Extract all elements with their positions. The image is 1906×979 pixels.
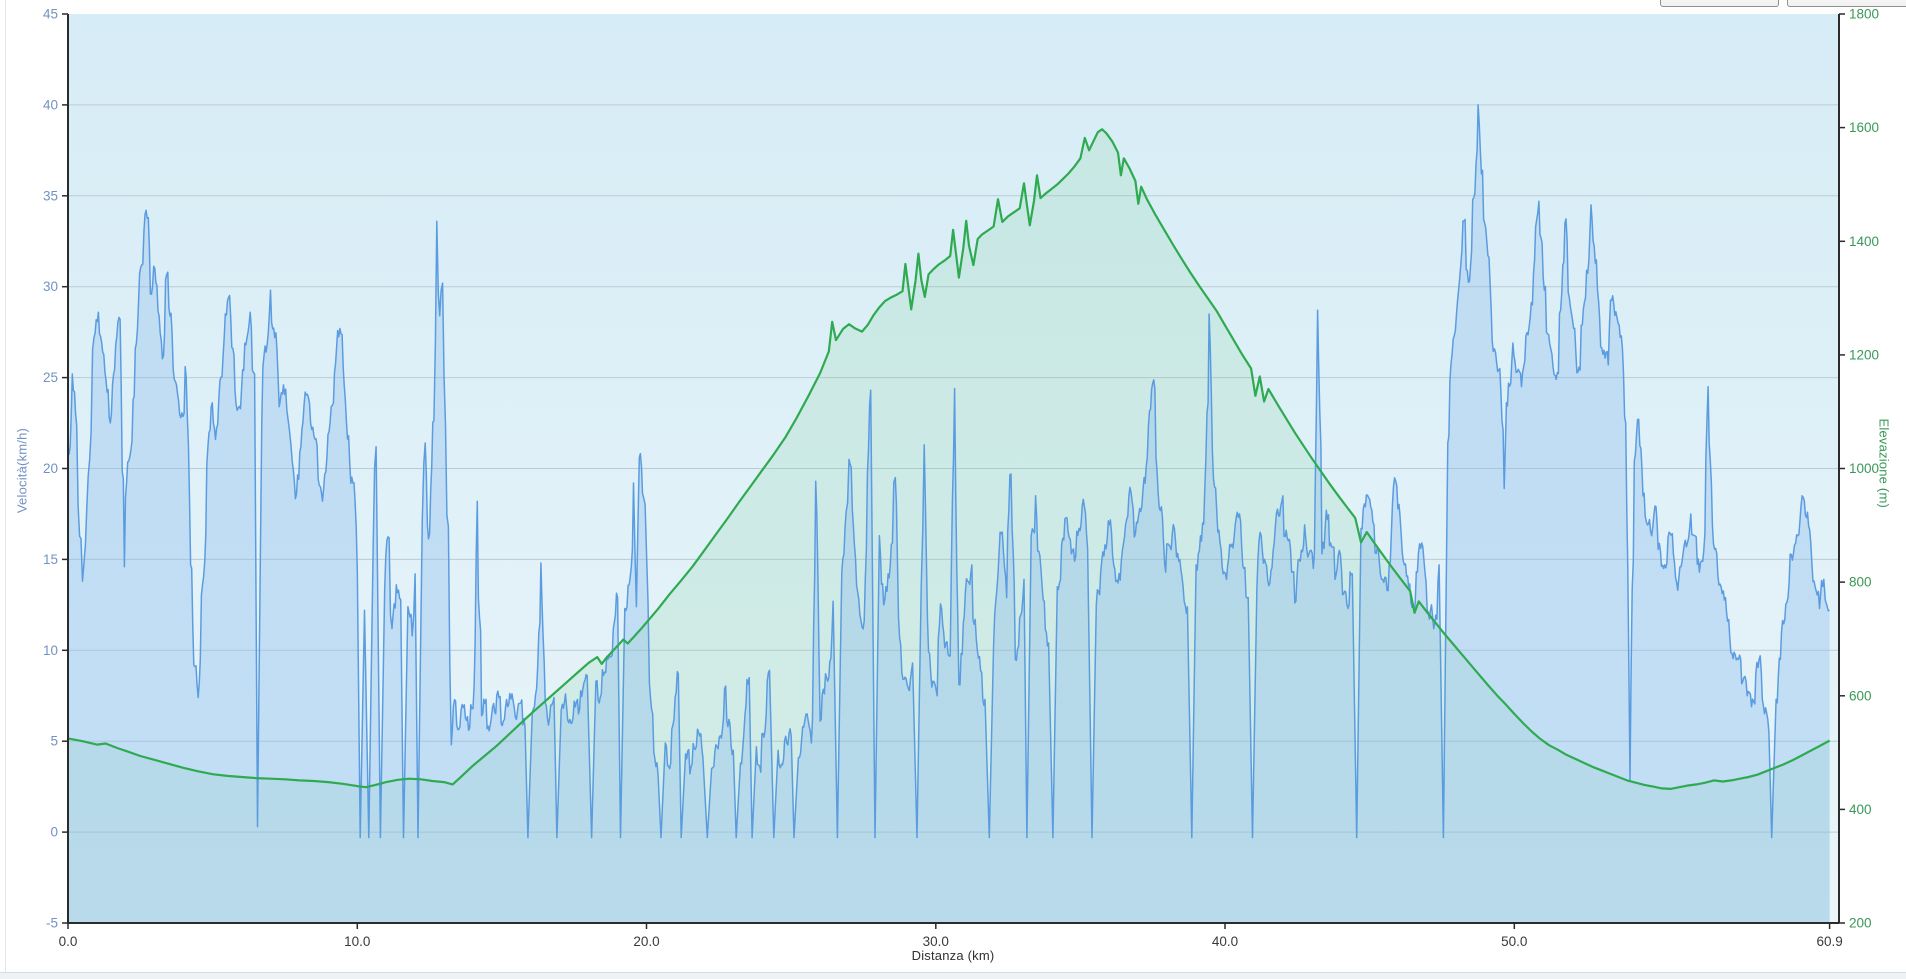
y-axis-right: 1800 1600 1400 1200 1000 800 600 400 200 (1839, 7, 1879, 931)
svg-text:15: 15 (43, 552, 58, 567)
svg-text:10.0: 10.0 (344, 934, 370, 949)
svg-text:20: 20 (43, 461, 58, 476)
svg-text:25: 25 (43, 370, 58, 385)
svg-text:35: 35 (43, 188, 58, 203)
y-axis-title-left: Velocità(km/h) (14, 427, 30, 514)
y-axis-title-right: Elevazione (m) (1876, 418, 1892, 509)
svg-text:600: 600 (1849, 688, 1872, 703)
toolbar-button-1[interactable] (1660, 0, 1779, 7)
speed-area (68, 104, 1830, 923)
svg-text:-5: -5 (46, 916, 58, 931)
svg-text:1400: 1400 (1849, 234, 1879, 249)
svg-text:1000: 1000 (1849, 461, 1879, 476)
speed-line (68, 104, 1830, 839)
svg-text:50.0: 50.0 (1501, 934, 1527, 949)
svg-text:5: 5 (50, 734, 58, 749)
svg-text:60.9: 60.9 (1816, 934, 1842, 949)
svg-text:0.0: 0.0 (59, 934, 78, 949)
x-axis-title: Distanza (km) (911, 948, 995, 963)
svg-text:30.0: 30.0 (923, 934, 949, 949)
svg-text:45: 45 (43, 7, 58, 22)
svg-text:30: 30 (43, 279, 58, 294)
svg-text:0: 0 (50, 825, 58, 840)
svg-text:1600: 1600 (1849, 120, 1879, 135)
svg-text:1800: 1800 (1849, 7, 1879, 22)
svg-text:10: 10 (43, 643, 58, 658)
svg-text:200: 200 (1849, 916, 1872, 931)
svg-text:1200: 1200 (1849, 347, 1879, 362)
toolbar-button-2[interactable] (1787, 0, 1906, 7)
svg-text:40: 40 (43, 97, 58, 112)
x-axis: 0.0 10.0 20.0 30.0 40.0 50.0 60.9 (59, 923, 1843, 949)
elevation-line (68, 128, 1831, 790)
y-axis-left: 45 40 35 30 25 20 15 10 5 0 -5 (43, 7, 68, 931)
panel-left-border (5, 0, 6, 972)
svg-text:800: 800 (1849, 575, 1872, 590)
svg-text:20.0: 20.0 (633, 934, 659, 949)
bottom-panel-edge (0, 972, 1906, 979)
svg-text:400: 400 (1849, 802, 1872, 817)
svg-text:40.0: 40.0 (1212, 934, 1238, 949)
